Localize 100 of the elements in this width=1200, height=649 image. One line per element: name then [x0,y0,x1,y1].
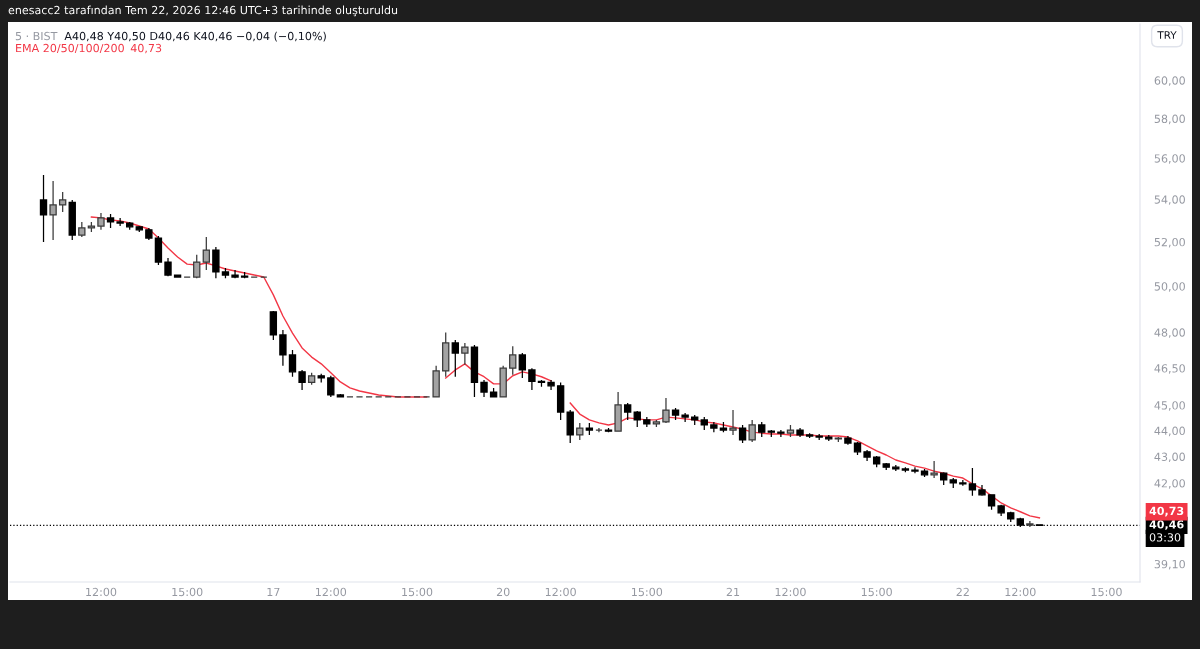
candlestick [240,271,249,279]
candlestick [509,345,517,376]
candlestick [662,397,670,424]
y-tick-label: 48,00 [1154,328,1185,338]
candlestick [978,484,986,497]
candlestick [164,257,172,277]
candlestick [442,331,450,378]
x-tick-label: 15:00 [1091,587,1122,597]
candlestick [547,379,555,391]
text: 5 · BIST [15,31,58,41]
candlestick [499,365,507,398]
candlestick [777,429,785,438]
candlestick [202,236,211,271]
candlestick [987,494,996,511]
y-tick-label: 52,00 [1154,237,1185,248]
candlestick [892,464,900,472]
x-tick-label: 12:00 [1005,587,1036,597]
candlestick [872,455,881,468]
candlestick [748,419,756,443]
candlestick [633,410,641,428]
x-tick-label: 15:00 [861,587,892,597]
y-tick-label: 58,00 [1154,114,1185,125]
y-tick-label: 43,00 [1154,452,1185,463]
candlestick [528,367,536,391]
candlestick [691,414,699,426]
x-tick-label: 12:00 [316,587,347,597]
candlestick [700,416,708,431]
y-tick-label: 54,00 [1154,195,1185,205]
candlestick [193,254,201,279]
candlestick [949,477,957,489]
candlestick [327,375,335,398]
candlestick [470,344,479,398]
candlestick [968,467,977,497]
candlestick [844,435,852,446]
candlestick [576,422,584,441]
text: 40,73 [1149,506,1184,517]
candlestick [758,421,766,438]
candlestick [126,221,134,231]
annotation: 40,73 [130,43,162,54]
candlestick [671,407,680,421]
text: enesacc2 tarafından Tem 22, 2026 12:46 UTC+3 tarihinde oluşturuldu [8,5,398,17]
candlestick [135,225,143,233]
candlestick [863,449,871,462]
candlestick [652,419,661,428]
candlestick [451,339,459,378]
candlestick [87,221,96,233]
candlestick [480,379,488,398]
candlestick [68,199,76,241]
candlestick [729,409,737,436]
candlestick [298,369,306,391]
y-tick-label: 42,00 [1154,479,1185,489]
candlestick [106,213,115,229]
candlestick [911,466,919,474]
candlestick [815,433,823,441]
candlestick [116,217,124,227]
candlestick [269,310,278,341]
ref-line-label: 40,46 [1149,520,1184,530]
x-tick-label: 17 [267,587,280,596]
candlestick [805,432,814,439]
candlestick [78,221,86,238]
candlestick [939,471,948,486]
x-tick-label: 15:00 [402,587,433,597]
candlestick [604,427,613,433]
y-tick-label: 44,00 [1154,426,1185,437]
candlestick [1007,511,1015,523]
annotation: A40,48 Y40,50 D40,46 K40,46 −0,04 (−0,10%) [64,31,326,42]
candlestick [614,391,622,432]
candlestick [154,235,163,266]
candlestick [288,349,297,378]
candlestick [920,468,929,478]
y-tick-label: 39,10 [1154,559,1185,570]
candlestick [901,466,910,473]
text: EMA 20/50/100/200 [16,43,124,54]
y-tick-label: 50,00 [1154,282,1185,292]
y-tick-label: 56,00 [1154,154,1185,164]
x-tick-label: 15:00 [632,587,663,597]
candlestick [317,373,325,384]
candlestick [39,174,48,243]
candlestick [537,379,546,388]
candlestick [853,441,862,456]
candlestick [786,424,795,438]
x-tick-label: 21 [726,587,740,596]
candlestick [566,409,574,444]
x-tick-label: 15:00 [172,587,203,597]
candlestick [710,421,718,433]
y-tick-label: 45,00 [1154,401,1185,411]
candlestick [173,274,182,278]
candlestick [796,427,804,438]
candlestick [585,422,594,436]
candlestick [959,479,967,487]
x-tick-label: 12:00 [545,587,576,597]
x-tick-label: 12:00 [86,587,117,597]
candlestick [58,191,67,213]
x-tick-label: 12:00 [775,587,806,597]
candlestick [997,504,1005,517]
text: TRY [1157,31,1177,39]
candlestick [556,381,565,421]
candlestick [518,352,527,379]
candlestick [336,393,345,398]
x-tick-label: 20 [496,587,510,597]
